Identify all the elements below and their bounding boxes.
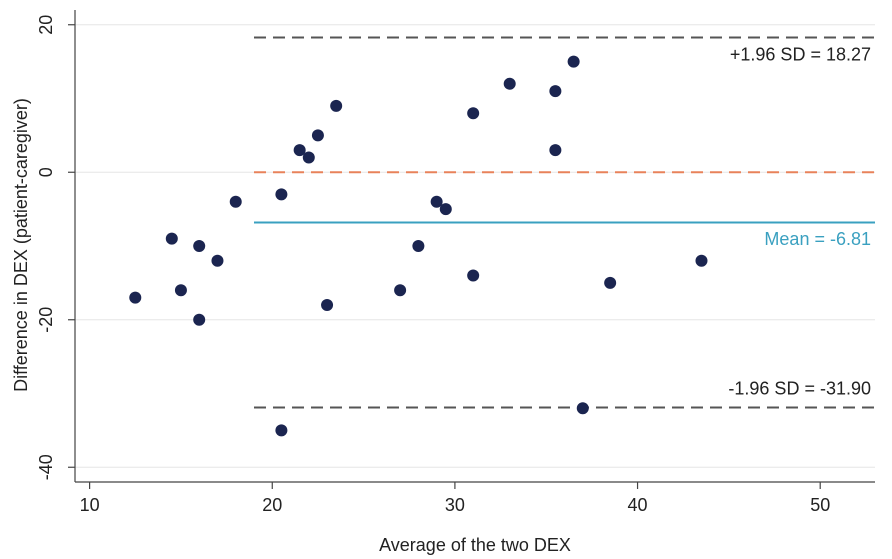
y-tick-label: 20 [36, 15, 56, 35]
y-tick-label: -20 [36, 307, 56, 333]
point [311, 129, 324, 142]
reference-label: -1.96 SD = -31.90 [728, 378, 871, 398]
point [275, 424, 288, 437]
point [467, 107, 480, 120]
point [467, 269, 480, 282]
point [165, 232, 178, 245]
point [174, 284, 187, 297]
point [193, 313, 206, 326]
point [330, 99, 343, 112]
point [275, 188, 288, 201]
point [430, 195, 443, 208]
x-tick-label: 40 [628, 495, 648, 515]
point [412, 240, 425, 252]
x-tick-label: 10 [80, 495, 100, 515]
point [549, 144, 562, 157]
point [503, 77, 516, 90]
y-axis-title: Difference in DEX (patient-caregiver) [11, 98, 31, 392]
point [211, 254, 224, 267]
point [549, 85, 562, 98]
point [576, 402, 589, 415]
point [193, 240, 206, 252]
reference-label: +1.96 SD = 18.27 [730, 44, 871, 64]
y-tick-label: -40 [36, 454, 56, 480]
x-tick-label: 30 [445, 495, 465, 515]
point [129, 291, 142, 304]
point [604, 276, 617, 289]
y-tick-label: 0 [36, 167, 56, 177]
x-axis-title: Average of the two DEX [379, 535, 571, 555]
point [394, 284, 407, 297]
x-tick-label: 20 [262, 495, 282, 515]
point [302, 151, 315, 164]
point [229, 195, 242, 208]
point [439, 203, 452, 216]
x-tick-label: 50 [810, 495, 830, 515]
point [567, 55, 580, 68]
point [695, 254, 708, 267]
point [321, 299, 334, 311]
point [293, 144, 306, 157]
reference-label: Mean = -6.81 [764, 229, 871, 249]
